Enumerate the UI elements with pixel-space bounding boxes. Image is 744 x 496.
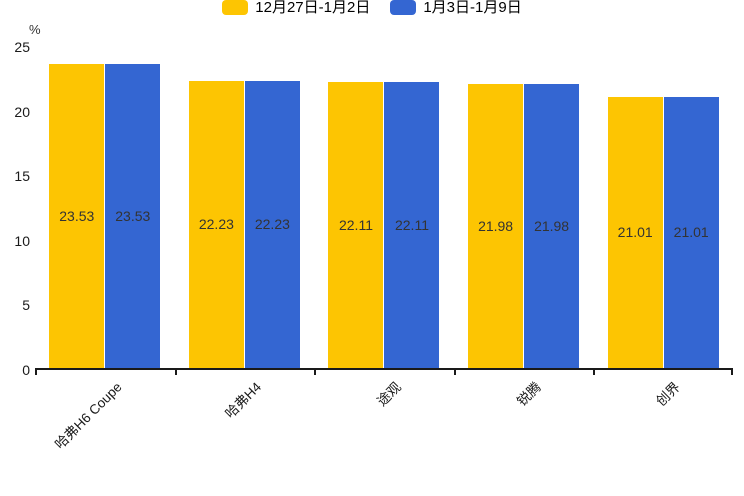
x-axis-tick [593, 368, 596, 375]
bar-series-2-锐腾: 21.98 [524, 84, 580, 368]
legend-label: 1月3日-1月9日 [423, 0, 522, 16]
y-tick-label: 20 [14, 103, 30, 120]
y-tick-label: 25 [14, 39, 30, 55]
x-axis-tick [453, 368, 456, 375]
legend-label: 12月27日-1月2日 [255, 0, 371, 16]
bar-group-5: 21.01 21.01 [593, 47, 733, 368]
bar-series-2-哈弗H4: 22.23 [244, 80, 300, 368]
bar-value-label: 22.23 [254, 216, 290, 233]
bar-series-2-哈弗H6 Coupe: 23.53 [105, 64, 161, 368]
bar-value-label: 22.23 [198, 216, 234, 233]
bar-series-1-锐腾: 21.98 [468, 84, 524, 368]
bar-series-1-哈弗H4: 22.23 [188, 80, 244, 368]
bar-group-2: 22.23 22.23 [175, 47, 315, 368]
y-tick-label: 5 [22, 297, 30, 314]
bar-group-1: 23.53 23.53 [35, 47, 175, 368]
x-category-label-3: 途观 [374, 379, 404, 409]
x-axis-tick [731, 368, 733, 375]
bar-value-label: 23.53 [59, 208, 95, 224]
legend-item-series-1[interactable]: 12月27日-1月2日 [222, 0, 370, 15]
x-category-label-2: 哈弗H4 [222, 379, 265, 422]
bar-value-label: 22.11 [394, 217, 429, 234]
bar-series-2-途观: 22.11 [384, 82, 440, 368]
y-tick-label: 15 [14, 168, 30, 185]
y-axis-tick-labels: 0 5 10 15 20 25 [0, 39, 30, 378]
bar-series-1-途观: 22.11 [328, 82, 384, 368]
plot-area: 哈弗H6 Coupe 哈弗H4 途观 锐腾 创界 23.53 23.53 22.23 22.2… [35, 47, 733, 452]
bar-series-1-哈弗H6 Coupe: 23.53 [49, 64, 105, 368]
chart-legend: 12月27日-1月2日 1月3日-1月9日 [0, 0, 744, 15]
x-category-label-1: 哈弗H6 Coupe [52, 379, 125, 452]
y-tick-label: 0 [22, 362, 30, 378]
x-axis-line [35, 368, 733, 370]
bar-series-2-创界: 21.01 [663, 96, 719, 368]
bar-series-1-创界: 21.01 [607, 96, 663, 368]
bar-value-label: 21.01 [617, 224, 653, 241]
legend-swatch [390, 0, 417, 15]
bar-value-label: 21.01 [673, 224, 709, 241]
bar-value-label: 23.53 [115, 208, 151, 224]
x-axis-tick [35, 368, 37, 375]
bar-group-3: 22.11 22.11 [314, 47, 454, 368]
y-tick-label: 10 [14, 232, 30, 249]
y-axis-unit-label: % [29, 22, 41, 37]
x-category-label-4: 锐腾 [513, 379, 544, 409]
bar-value-label: 21.98 [534, 218, 570, 235]
x-axis-labels: 哈弗H6 Coupe 哈弗H4 途观 锐腾 创界 [35, 370, 733, 490]
bar-group-4: 21.98 21.98 [454, 47, 594, 368]
x-category-label-5: 创界 [653, 379, 684, 409]
legend-swatch [222, 0, 249, 15]
x-axis-tick [174, 368, 177, 375]
bar-value-label: 22.11 [338, 217, 373, 234]
bar-value-label: 21.98 [478, 218, 514, 235]
x-axis-tick [314, 368, 317, 375]
legend-item-series-2[interactable]: 1月3日-1月9日 [390, 0, 522, 16]
